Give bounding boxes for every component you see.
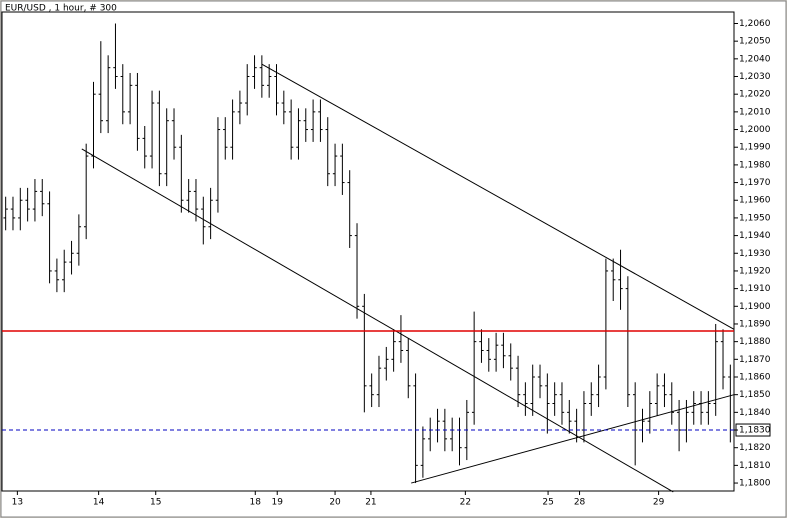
y-tick-label: 1,1830 (739, 426, 771, 436)
y-tick-label: 1,1990 (739, 143, 771, 153)
y-tick-label: 1,1960 (739, 196, 771, 206)
x-tick-label: 28 (574, 498, 586, 508)
x-tick-label: 18 (250, 498, 262, 508)
trend-line (411, 394, 735, 484)
y-tick-label: 1,1850 (739, 390, 771, 400)
y-tick-label: 1,1910 (739, 284, 771, 294)
plot-area (1, 11, 735, 492)
y-tick-label: 1,2000 (739, 125, 771, 135)
y-tick-label: 1,2040 (739, 54, 771, 64)
y-tick-label: 1,1820 (739, 443, 771, 453)
y-tick-label: 1,1940 (739, 231, 771, 241)
price-marker (735, 423, 771, 437)
y-tick-label: 1,2060 (739, 19, 771, 29)
y-tick-label: 1,1900 (739, 302, 771, 312)
y-tick-label: 1,1800 (739, 479, 771, 489)
x-tick-label: 14 (93, 498, 105, 508)
y-tick-label: 1,1840 (739, 408, 771, 418)
x-tick-label: 21 (365, 498, 376, 508)
y-tick-label: 1,2010 (739, 107, 771, 117)
y-tick-label: 1,1950 (739, 213, 771, 223)
y-tick-label: 1,2050 (739, 37, 771, 47)
trend-line (261, 63, 735, 330)
y-tick-label: 1,1860 (739, 372, 771, 382)
y-tick-label: 1,1890 (739, 319, 771, 329)
chart-title: EUR/USD , 1 hour, # 300 (5, 4, 117, 14)
y-tick-label: 1,2020 (739, 90, 771, 100)
x-tick-label: 29 (653, 498, 665, 508)
y-tick-label: 1,1970 (739, 178, 771, 188)
x-tick-label: 22 (460, 498, 471, 508)
y-tick-label: 1,1920 (739, 266, 771, 276)
y-tick-label: 1,1810 (739, 461, 771, 471)
y-tick-label: 1,1980 (739, 160, 771, 170)
y-tick-label: 1,2030 (739, 72, 771, 82)
x-tick-label: 19 (272, 498, 284, 508)
x-tick-label: 25 (542, 498, 553, 508)
trend-line (81, 148, 674, 493)
y-tick-label: 1,1880 (739, 337, 771, 347)
x-tick-label: 13 (12, 498, 23, 508)
x-tick-label: 20 (329, 498, 341, 508)
x-tick-label: 15 (150, 498, 161, 508)
y-tick-label: 1,1870 (739, 355, 771, 365)
y-tick-label: 1,1930 (739, 249, 771, 259)
